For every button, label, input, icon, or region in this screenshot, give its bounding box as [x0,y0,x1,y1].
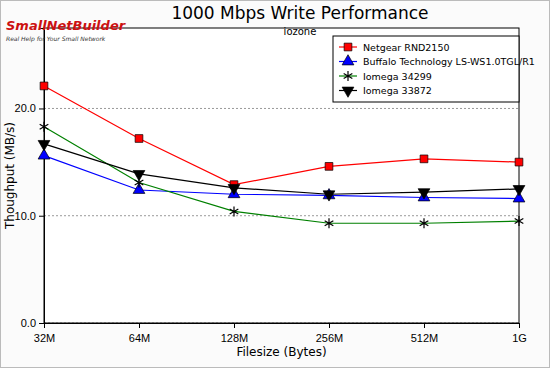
y-tick: 20.0 [15,102,44,114]
y-axis: 0.0 10.0 20.0 [15,29,45,330]
point [228,184,240,194]
y-tick-label: 10.0 [15,210,36,222]
plot-area [44,28,519,323]
series-line [44,144,519,194]
series-line [44,127,519,224]
grid-line [44,215,519,216]
point [230,206,239,216]
y-tick: 0.0 [21,317,44,329]
point [420,155,428,163]
x-tick: 256M [316,323,344,344]
point [513,186,525,196]
x-tick: 32M [34,323,55,344]
point [40,82,48,90]
x-tick: 512M [411,323,439,344]
y-tick-mark [39,108,44,109]
y-tick-label: 20.0 [15,102,36,114]
x-tick-mark [44,323,45,328]
marks [38,82,525,228]
x-axis: 32M 64M 128M 256M 512M 1G [34,323,527,344]
grid-line [44,108,519,109]
legend-marker [342,87,354,97]
logo-text: SmallNetBuilder [6,18,127,33]
y-tick-mark [39,216,44,217]
x-tick-label: 128M [221,332,249,344]
legend-marker [344,43,352,51]
subtitle: iozone [284,26,317,37]
x-tick: 1G [512,323,527,344]
point [133,170,145,180]
x-tick-mark [139,323,140,328]
logo-tagline: Real Help for Your Small Network [6,35,106,43]
point [135,135,143,143]
background [1,1,550,368]
chart: 0.0 10.0 20.0 32M 64M 128M 256M 512M 1G Netgear R… [0,0,550,368]
point [325,163,333,171]
point [323,191,335,201]
point [515,158,523,166]
x-axis-title: Filesize (Bytes) [236,345,326,359]
point [420,218,429,228]
x-tick-label: 256M [316,332,344,344]
y-axis-title: Thoughput (MB/s) [3,122,17,230]
x-tick-label: 64M [129,332,150,344]
point [515,216,524,226]
x-tick: 64M [129,323,150,344]
x-tick: 128M [221,323,249,344]
title: 1000 Mbps Write Performance [171,3,428,23]
legend-label: Iomega 33872 [363,85,432,96]
x-tick-mark [234,323,235,328]
legend: Netgear RND2150 Buffalo Technology LS-WS1… [333,36,535,102]
legend-label: Iomega 34299 [363,71,432,82]
point [418,189,430,199]
plot-frame [44,28,519,323]
x-axis-line [45,324,520,329]
point [38,140,50,150]
legend-label: Netgear RND2150 [363,42,450,53]
x-tick-label: 32M [34,332,55,344]
grid [44,108,519,323]
point [325,218,334,228]
legend-marker [342,55,354,65]
series-line [44,156,519,199]
legend-marker [344,71,353,81]
y-tick-mark [39,323,44,324]
y-tick-label: 0.0 [21,317,36,329]
x-tick-mark [424,323,425,328]
x-tick-mark [519,323,520,328]
legend-box [333,36,519,102]
legend-label: Buffalo Technology LS-WS1.0TGL/R1 [363,56,535,67]
y-tick: 10.0 [15,210,44,222]
x-tick-label: 1G [512,332,527,344]
x-tick-mark [329,323,330,328]
x-tick-label: 512M [411,332,439,344]
point [40,122,49,132]
